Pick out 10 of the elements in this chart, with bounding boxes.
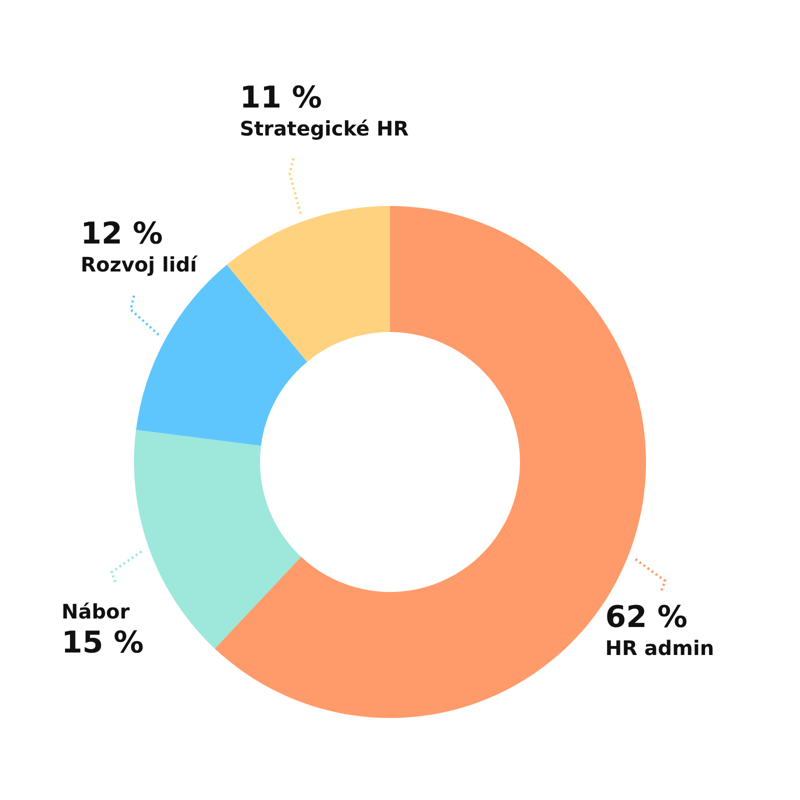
slice-label: HR admin	[605, 636, 714, 660]
slice-label: Nábor	[62, 599, 130, 624]
donut-slice	[226, 206, 390, 362]
data-label: 62 %	[605, 600, 688, 635]
slice-label: Strategické HR	[240, 116, 409, 140]
donut-slice	[214, 206, 646, 718]
data-label: 12 %	[80, 216, 163, 252]
slice-label: Rozvoj lidí	[80, 252, 198, 276]
data-label: 11 %	[240, 80, 322, 116]
data-label: 15 %	[62, 625, 144, 660]
